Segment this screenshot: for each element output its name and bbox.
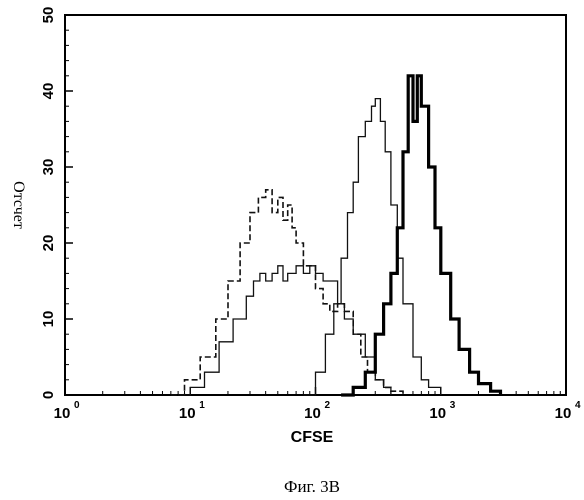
y-tick-label: 40: [40, 83, 57, 100]
figure-caption: Фиг. 3В: [284, 477, 340, 496]
x-tick-label: 10: [179, 405, 196, 422]
y-axis-label: Отсчет: [10, 181, 27, 229]
x-tick-label: 10: [54, 405, 71, 422]
x-tick-exponent: 0: [74, 400, 80, 411]
series-3-line: [303, 99, 440, 395]
x-tick-label: 10: [555, 405, 572, 422]
x-tick-exponent: 3: [450, 400, 456, 411]
y-tick-label: 20: [40, 235, 57, 252]
series-layer: [171, 76, 501, 395]
y-tick-label: 30: [40, 159, 57, 176]
x-axis-label: CFSE: [291, 429, 334, 446]
x-tick-exponent: 4: [575, 400, 581, 411]
x-tick-exponent: 2: [325, 400, 331, 411]
plot-frame: [65, 15, 566, 395]
y-tick-label: 50: [40, 7, 57, 24]
series-2-line: [178, 266, 391, 395]
y-tick-label: 10: [40, 311, 57, 328]
y-tick-label: 0: [40, 391, 57, 399]
x-tick-label: 10: [429, 405, 446, 422]
series-1-line: [171, 190, 403, 395]
y-axis-ticks: 0 10 20 30 40 50: [40, 7, 73, 400]
x-tick-exponent: 1: [199, 400, 205, 411]
x-tick-label: 10: [304, 405, 321, 422]
